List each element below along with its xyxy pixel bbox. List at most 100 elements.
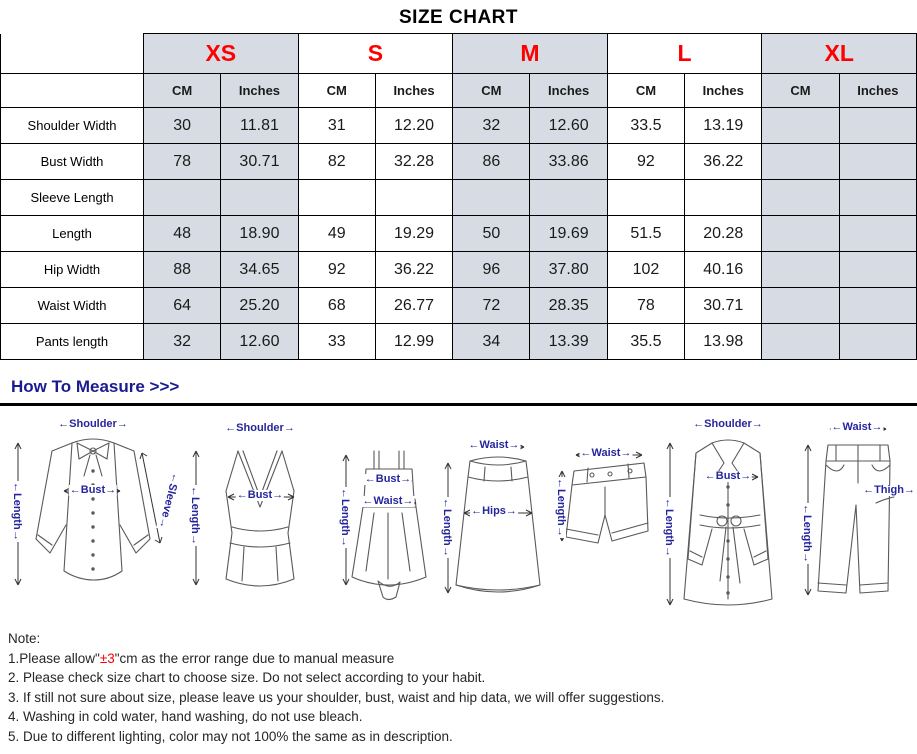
row-label: Pants length: [0, 323, 144, 360]
table-cell: 102: [606, 251, 686, 288]
size-header-xl: XL: [761, 33, 917, 74]
table-cell: [374, 179, 454, 216]
table-row: Waist Width 64 25.20 68 26.77 72 28.35 7…: [0, 287, 917, 324]
unit-header-row: CM Inches CM Inches CM Inches CM Inches …: [0, 73, 917, 108]
unit-header: Inches: [374, 73, 454, 108]
table-cell: 19.29: [374, 215, 454, 252]
table-cell: 50: [452, 215, 531, 252]
note-line-1: 1.Please allow"±3"cm as the error range …: [8, 649, 917, 669]
size-header-m: M: [452, 33, 608, 74]
unit-header: CM: [606, 73, 686, 108]
tank-top-figure: Shoulder Bust Length: [186, 417, 334, 609]
table-cell: 40.16: [684, 251, 763, 288]
dress-drawing: [342, 450, 427, 601]
measure-label-waist: Waist: [361, 496, 415, 507]
jeans-drawing: [804, 425, 895, 596]
table-row: Pants length 32 12.60 33 12.99 34 13.39 …: [0, 323, 917, 360]
table-cell: 12.60: [220, 323, 299, 360]
table-cell: 34: [452, 323, 531, 360]
table-cell: 86: [452, 143, 531, 180]
notes-section: Note: 1.Please allow"±3"cm as the error …: [0, 629, 917, 746]
table-cell: 25.20: [220, 287, 299, 324]
table-cell: [838, 179, 917, 216]
measure-illustrations: Shoulder Bust Length Sleeve: [0, 411, 917, 621]
blouse-drawing: [14, 421, 163, 586]
measure-label-thigh: Thigh: [862, 485, 916, 496]
measure-label-bust: Bust: [235, 490, 285, 501]
unit-header: Inches: [529, 73, 608, 108]
table-cell: [838, 323, 917, 360]
note-line-2: 2. Please check size chart to choose siz…: [8, 670, 486, 685]
measure-label-length: Length: [555, 477, 567, 538]
table-cell: 64: [142, 287, 222, 324]
jeans-figure: Waist Thigh Length: [800, 419, 916, 613]
table-row: Length 48 18.90 49 19.29 50 19.69 51.5 2…: [0, 215, 917, 252]
note-line-4: 4. Washing in cold water, hand washing, …: [8, 709, 363, 724]
unit-header: CM: [452, 73, 531, 108]
table-cell: 96: [452, 251, 531, 288]
table-cell: 49: [297, 215, 376, 252]
table-cell: [838, 287, 917, 324]
tank-top-drawing: [192, 425, 295, 587]
table-row: Hip Width 88 34.65 92 36.22 96 37.80 102…: [0, 251, 917, 288]
shorts-drawing: [558, 451, 649, 544]
table-cell: 34.65: [220, 251, 299, 288]
unit-header: Inches: [838, 73, 917, 108]
row-label: Waist Width: [0, 287, 144, 324]
measure-label-length: Length: [663, 497, 675, 558]
how-to-measure-heading: How To Measure >>>: [11, 377, 180, 396]
table-cell: 92: [297, 251, 376, 288]
size-chart-table: XS S M L XL CM Inches CM Inches CM Inche…: [0, 33, 917, 360]
coat-drawing: [666, 421, 773, 606]
table-cell: 92: [606, 143, 686, 180]
table-cell: [761, 287, 840, 324]
table-cell: [606, 179, 686, 216]
table-cell: 12.99: [374, 323, 454, 360]
table-cell: [220, 179, 299, 216]
row-label: Hip Width: [0, 251, 144, 288]
measure-label-waist: Waist: [579, 448, 633, 459]
table-cell: 68: [297, 287, 376, 324]
table-row: Bust Width 78 30.71 82 32.28 86 33.86 92…: [0, 143, 917, 180]
table-cell: [838, 143, 917, 180]
table-cell: 78: [606, 287, 686, 324]
skirt-figure: Waist Hips Length: [438, 427, 550, 609]
shorts-figure: Waist Length: [552, 441, 660, 591]
table-cell: 30.71: [684, 287, 763, 324]
skirt-drawing: [444, 443, 541, 594]
table-cell: 35.5: [606, 323, 686, 360]
table-cell: 26.77: [374, 287, 454, 324]
table-cell: 30: [142, 107, 222, 144]
measure-label-hips: Hips: [470, 506, 518, 517]
size-header-s: S: [297, 33, 454, 74]
table-cell: 31: [297, 107, 376, 144]
table-cell: [684, 179, 763, 216]
table-cell: 36.22: [374, 251, 454, 288]
table-cell: [761, 107, 840, 144]
table-cell: [838, 107, 917, 144]
table-cell: [761, 179, 840, 216]
measure-label-length: Length: [339, 487, 351, 548]
table-cell: 33: [297, 323, 376, 360]
row-label: Bust Width: [0, 143, 144, 180]
table-cell: 51.5: [606, 215, 686, 252]
dress-figure: Bust Waist Length: [338, 425, 438, 611]
row-label: Sleeve Length: [0, 179, 144, 216]
measure-label-bust: Bust: [703, 471, 753, 482]
table-cell: 28.35: [529, 287, 608, 324]
table-cell: 78: [142, 143, 222, 180]
table-cell: [297, 179, 376, 216]
row-label: Shoulder Width: [0, 107, 144, 144]
note-line-3: 3. If still not sure about size, please …: [8, 689, 665, 705]
table-cell: 48: [142, 215, 222, 252]
table-cell: 13.98: [684, 323, 763, 360]
table-cell: 33.5: [606, 107, 686, 144]
table-cell: 72: [452, 287, 531, 324]
measure-label-shoulder: Shoulder: [57, 419, 129, 430]
note-line-1-tolerance: ±3: [99, 650, 115, 666]
measure-label-length: Length: [441, 497, 453, 558]
note-heading: Note:: [8, 631, 41, 646]
blouse-figure: Shoulder Bust Length Sleeve: [8, 413, 181, 613]
measure-label-length: Length: [189, 485, 201, 546]
